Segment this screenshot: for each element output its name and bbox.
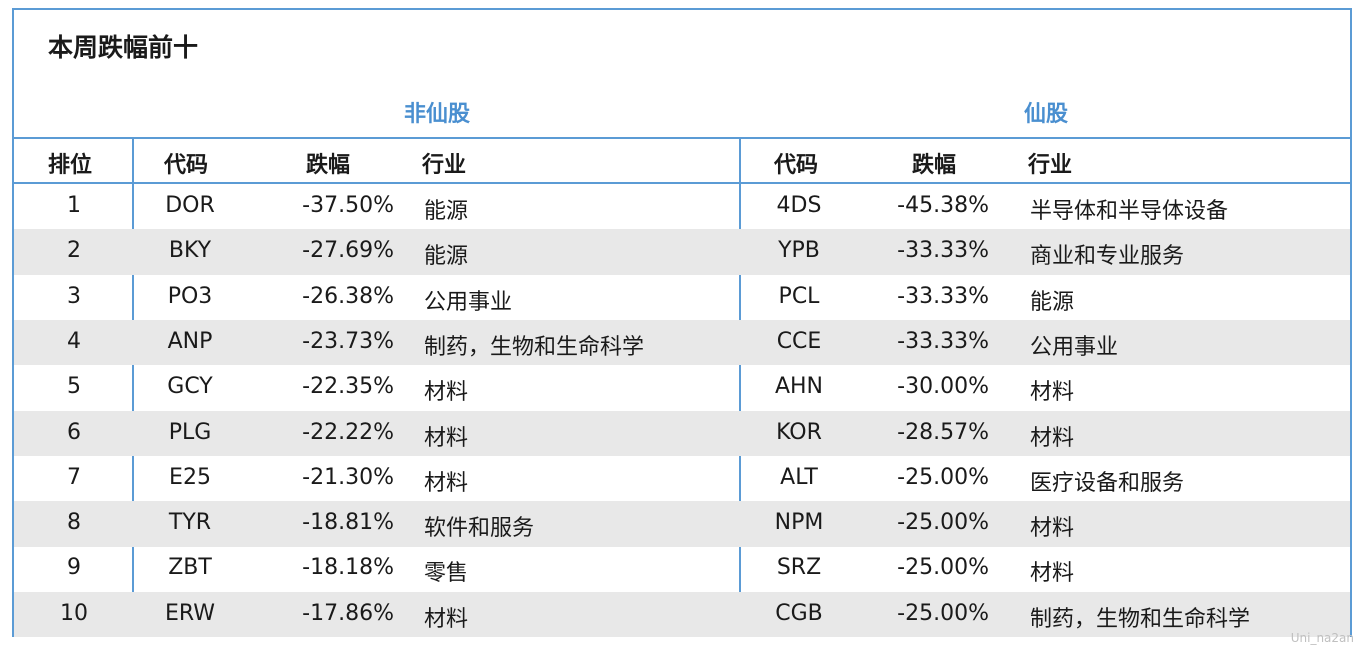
change-cell-fairy: -25.00% <box>897 600 989 626</box>
industry-cell-fairy: 半导体和半导体设备 <box>1030 199 1229 224</box>
industry-cell: 材料 <box>424 425 469 451</box>
table-row: 8 TYR -18.81% 软件和服务 NPM -25.00% 材料 <box>14 501 1350 547</box>
rank-cell: 10 <box>60 600 88 626</box>
change-cell: -18.81% <box>302 510 394 536</box>
industry-cell: 公用事业 <box>424 289 513 315</box>
code-cell: ZBT <box>168 555 212 581</box>
header-rank: 排位 <box>48 153 93 178</box>
industry-cell: 软件和服务 <box>424 516 535 542</box>
industry-cell: 零售 <box>424 561 469 587</box>
industry-cell-fairy: 公用事业 <box>1030 334 1119 360</box>
rank-cell: 9 <box>67 555 81 581</box>
industry-cell-fairy: 能源 <box>1030 289 1075 315</box>
code-cell: TYR <box>168 510 212 536</box>
code-cell: PO3 <box>167 283 213 309</box>
change-cell-fairy: -28.57% <box>897 419 989 445</box>
change-cell-fairy: -30.00% <box>897 374 989 400</box>
header-change-fairy: 跌幅 <box>912 153 957 178</box>
code-cell: BKY <box>168 238 212 264</box>
industry-cell: 制药，生物和生命科学 <box>424 334 645 360</box>
header-change: 跌幅 <box>306 153 351 178</box>
table-row: 4 ANP -23.73% 制药，生物和生命科学 CCE -33.33% 公用事业 <box>14 319 1350 366</box>
header-top-line <box>12 137 1352 139</box>
change-cell-fairy: -33.33% <box>897 238 989 264</box>
rank-cell: 1 <box>67 193 81 218</box>
rank-cell: 6 <box>67 419 81 445</box>
change-cell: -26.38% <box>302 283 394 309</box>
change-cell-fairy: -45.38% <box>897 193 989 218</box>
industry-cell-fairy: 制药，生物和生命科学 <box>1030 606 1251 632</box>
group-label-fairy: 仙股 <box>1024 102 1069 127</box>
code-cell-fairy: NPM <box>774 510 824 536</box>
code-cell: PLG <box>168 419 212 445</box>
group-divider <box>739 138 741 637</box>
header-industry: 行业 <box>422 153 467 178</box>
table-row: 9 ZBT -18.18% 零售 SRZ -25.00% 材料 <box>14 546 1350 592</box>
change-cell-fairy: -25.00% <box>897 555 989 581</box>
change-cell: -27.69% <box>302 238 394 264</box>
rank-cell: 4 <box>67 328 81 354</box>
code-cell-fairy: YPB <box>778 238 820 264</box>
industry-cell: 能源 <box>424 199 469 224</box>
code-cell-fairy: CCE <box>776 328 822 354</box>
code-cell: E25 <box>169 464 211 490</box>
table-row: 6 PLG -22.22% 材料 KOR -28.57% 材料 <box>14 410 1350 456</box>
industry-cell: 材料 <box>424 380 469 406</box>
code-cell: DOR <box>165 193 215 218</box>
change-cell: -37.50% <box>302 193 394 218</box>
change-cell: -21.30% <box>302 464 394 490</box>
code-cell-fairy: 4DS <box>776 193 822 218</box>
code-cell-fairy: SRZ <box>776 555 822 581</box>
code-cell: GCY <box>167 374 213 400</box>
rank-divider <box>132 138 134 637</box>
table-row: 5 GCY -22.35% 材料 AHN -30.00% 材料 <box>14 365 1350 411</box>
industry-cell: 材料 <box>424 470 469 496</box>
change-cell-fairy: -33.33% <box>897 283 989 309</box>
change-cell: -22.35% <box>302 374 394 400</box>
code-cell: ERW <box>164 600 216 626</box>
change-cell: -23.73% <box>302 328 394 354</box>
rank-cell: 7 <box>67 464 81 490</box>
header-industry-fairy: 行业 <box>1028 153 1073 178</box>
change-cell-fairy: -25.00% <box>897 510 989 536</box>
code-cell-fairy: AHN <box>774 374 824 400</box>
header-bottom-line <box>12 182 1352 184</box>
industry-cell-fairy: 医疗设备和服务 <box>1030 470 1185 496</box>
code-cell-fairy: CGB <box>775 600 823 626</box>
table-row: 1 DOR -37.50% 能源 4DS -45.38% 半导体和半导体设备 <box>14 184 1350 230</box>
industry-cell-fairy: 材料 <box>1030 425 1075 451</box>
industry-cell: 材料 <box>424 606 469 632</box>
change-cell: -17.86% <box>302 600 394 626</box>
rank-cell: 8 <box>67 510 81 536</box>
header-code-fairy: 代码 <box>774 153 819 178</box>
industry-cell-fairy: 材料 <box>1030 516 1075 542</box>
code-cell-fairy: PCL <box>778 283 820 309</box>
industry-cell-fairy: 材料 <box>1030 561 1075 587</box>
code-cell-fairy: ALT <box>780 464 818 490</box>
table-row: 7 E25 -21.30% 材料 ALT -25.00% 医疗设备和服务 <box>14 456 1350 502</box>
table-row: 3 PO3 -26.38% 公用事业 PCL -33.33% 能源 <box>14 275 1350 321</box>
change-cell: -22.22% <box>302 419 394 445</box>
table-row: 10 ERW -17.86% 材料 CGB -25.00% 制药，生物和生命科学 <box>14 591 1350 638</box>
industry-cell: 能源 <box>424 244 469 270</box>
rank-cell: 5 <box>67 374 81 400</box>
change-cell: -18.18% <box>302 555 394 581</box>
change-cell-fairy: -25.00% <box>897 464 989 490</box>
industry-cell-fairy: 材料 <box>1030 380 1075 406</box>
change-cell-fairy: -33.33% <box>897 328 989 354</box>
code-cell: ANP <box>167 328 213 354</box>
header-code: 代码 <box>164 153 209 178</box>
watermark: Uni_na2an <box>1290 631 1354 645</box>
rank-cell: 2 <box>67 238 81 264</box>
table-row: 2 BKY -27.69% 能源 YPB -33.33% 商业和专业服务 <box>14 229 1350 275</box>
industry-cell-fairy: 商业和专业服务 <box>1030 244 1185 270</box>
code-cell-fairy: KOR <box>776 419 822 445</box>
page-title: 本周跌幅前十 <box>48 33 199 62</box>
rank-cell: 3 <box>67 283 81 309</box>
group-label-non-fairy: 非仙股 <box>404 102 471 127</box>
